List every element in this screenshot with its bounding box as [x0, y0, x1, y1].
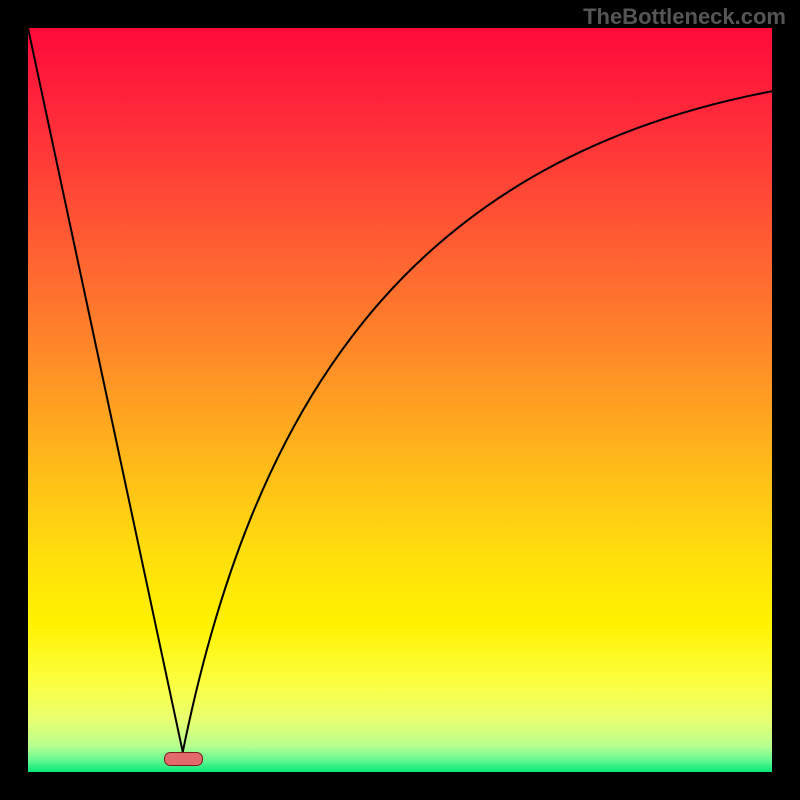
bottleneck-curve	[28, 28, 772, 772]
minimum-marker	[164, 752, 203, 767]
plot-area	[28, 28, 772, 772]
watermark-text: TheBottleneck.com	[583, 4, 786, 30]
bottleneck-curve-path	[28, 28, 772, 752]
chart-frame: TheBottleneck.com	[0, 0, 800, 800]
